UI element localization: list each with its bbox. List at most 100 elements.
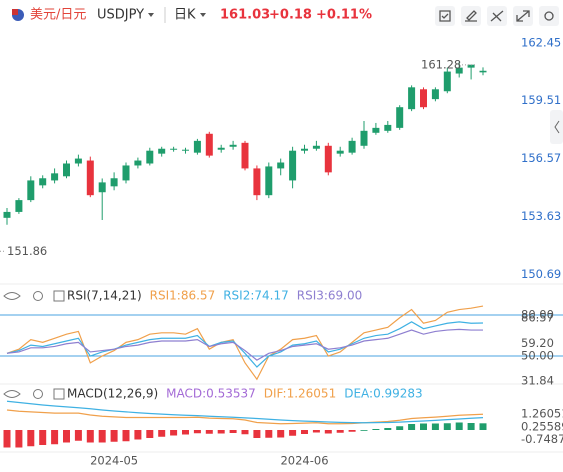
candle-body (229, 144, 237, 147)
dropdown-arrow[interactable] (200, 13, 206, 17)
histogram-bar (63, 430, 70, 443)
histogram-bar (312, 430, 320, 433)
y-tick-label: 59.20 (521, 336, 554, 350)
candle-body (51, 173, 59, 181)
change-pct: +0.11% (316, 8, 372, 23)
histogram-bar (51, 430, 59, 445)
histogram-bar (443, 423, 451, 430)
candle-body (170, 148, 178, 150)
annotation: 151.86 (7, 244, 47, 258)
histogram-bar (241, 430, 249, 435)
histogram-bar (455, 422, 463, 430)
candle-body (253, 168, 261, 196)
candle-body (289, 150, 297, 181)
indicator-line (6, 305, 484, 381)
tool-button[interactable] (539, 6, 559, 26)
tool-button[interactable] (435, 6, 455, 26)
histogram-bar (396, 426, 404, 430)
box-icon (53, 290, 65, 302)
candle-body (455, 67, 463, 74)
y-tick-label: 162.45 (521, 35, 561, 49)
histogram-bar (324, 430, 332, 434)
candle-body (182, 149, 189, 151)
indicator-title: RSI(7,14,21) (67, 289, 142, 303)
indicator-line (6, 328, 483, 361)
histogram-bar (193, 430, 201, 434)
histogram-bar (205, 430, 213, 434)
y-tick-label: 50.00 (521, 349, 554, 363)
tool-glyph (516, 10, 530, 22)
settings-icon (33, 389, 43, 399)
tool-glyph (544, 11, 554, 21)
indicator-title: MACD(12,26,9) (67, 387, 158, 401)
candle-body (408, 87, 416, 110)
flag-icon (12, 9, 24, 21)
tool-button[interactable] (461, 6, 481, 26)
indicator-line (6, 321, 484, 368)
indicator-line (6, 409, 484, 425)
symbol[interactable]: USDJPY (97, 8, 144, 23)
histogram-bar (372, 429, 380, 430)
histogram-bar (182, 430, 189, 435)
histogram-bar (122, 430, 130, 442)
histogram-bar (170, 430, 178, 436)
candle-body (74, 158, 82, 164)
y-tick-label: 1.26051 (521, 407, 563, 421)
tool-glyph (465, 10, 477, 22)
candle-body (360, 130, 368, 146)
legend-entry: RSI2:74.17 (223, 289, 289, 303)
histogram-bar (408, 424, 416, 430)
legend-entry: DIF:1.26051 (264, 387, 336, 401)
candle-body (158, 148, 166, 154)
expand-glyph (554, 120, 560, 134)
tool-glyph (490, 10, 504, 22)
candle-body (63, 163, 70, 177)
y-tick-label: 0.25589 (521, 419, 563, 433)
histogram-bar (277, 430, 285, 438)
indicator-line (6, 400, 484, 424)
candle-body (98, 182, 106, 193)
candle-body (372, 127, 380, 133)
histogram-bar (289, 430, 297, 436)
dropdown-arrow[interactable] (148, 13, 154, 17)
tool-glyph (439, 10, 451, 22)
candle-body (420, 89, 427, 108)
candle-body (301, 148, 308, 151)
candle-body (86, 160, 94, 196)
pair-name[interactable]: 美元/日元 (30, 8, 86, 23)
candle-body (384, 124, 392, 131)
legend-entry: DEA:0.99283 (344, 387, 423, 401)
candle-body (110, 178, 118, 187)
histogram-bar (265, 430, 273, 438)
legend-entry: RSI3:69.00 (297, 289, 363, 303)
candle-body (39, 178, 47, 186)
x-tick-label: 2024-06 (280, 454, 328, 468)
candle-body (431, 89, 439, 100)
annotation: 161.28 (421, 57, 461, 71)
candle-body (336, 150, 344, 154)
candle-body (134, 160, 142, 166)
price: 161.03 (220, 8, 270, 23)
change: +0.18 (269, 8, 312, 23)
histogram-bar (253, 430, 261, 438)
histogram-bar (3, 430, 11, 448)
histogram-bar (134, 430, 142, 440)
period[interactable]: 日K (174, 8, 196, 23)
value-label: 86.57 (521, 311, 554, 325)
legend-entry: RSI1:86.57 (150, 289, 216, 303)
histogram-bar (74, 430, 82, 441)
candle-body (479, 70, 487, 73)
candle-body (265, 166, 273, 196)
y-tick-label: 80.00 (521, 308, 554, 322)
histogram-bar (39, 430, 47, 445)
x-tick-label: 2024-05 (90, 454, 138, 468)
y-tick-label: -0.74873 (521, 432, 563, 446)
candle-body (312, 145, 320, 149)
candle-body (348, 140, 356, 153)
candle-body (205, 133, 213, 156)
y-tick-label: 153.63 (521, 209, 561, 223)
histogram-bar (467, 423, 475, 430)
expand-button[interactable] (550, 110, 563, 144)
